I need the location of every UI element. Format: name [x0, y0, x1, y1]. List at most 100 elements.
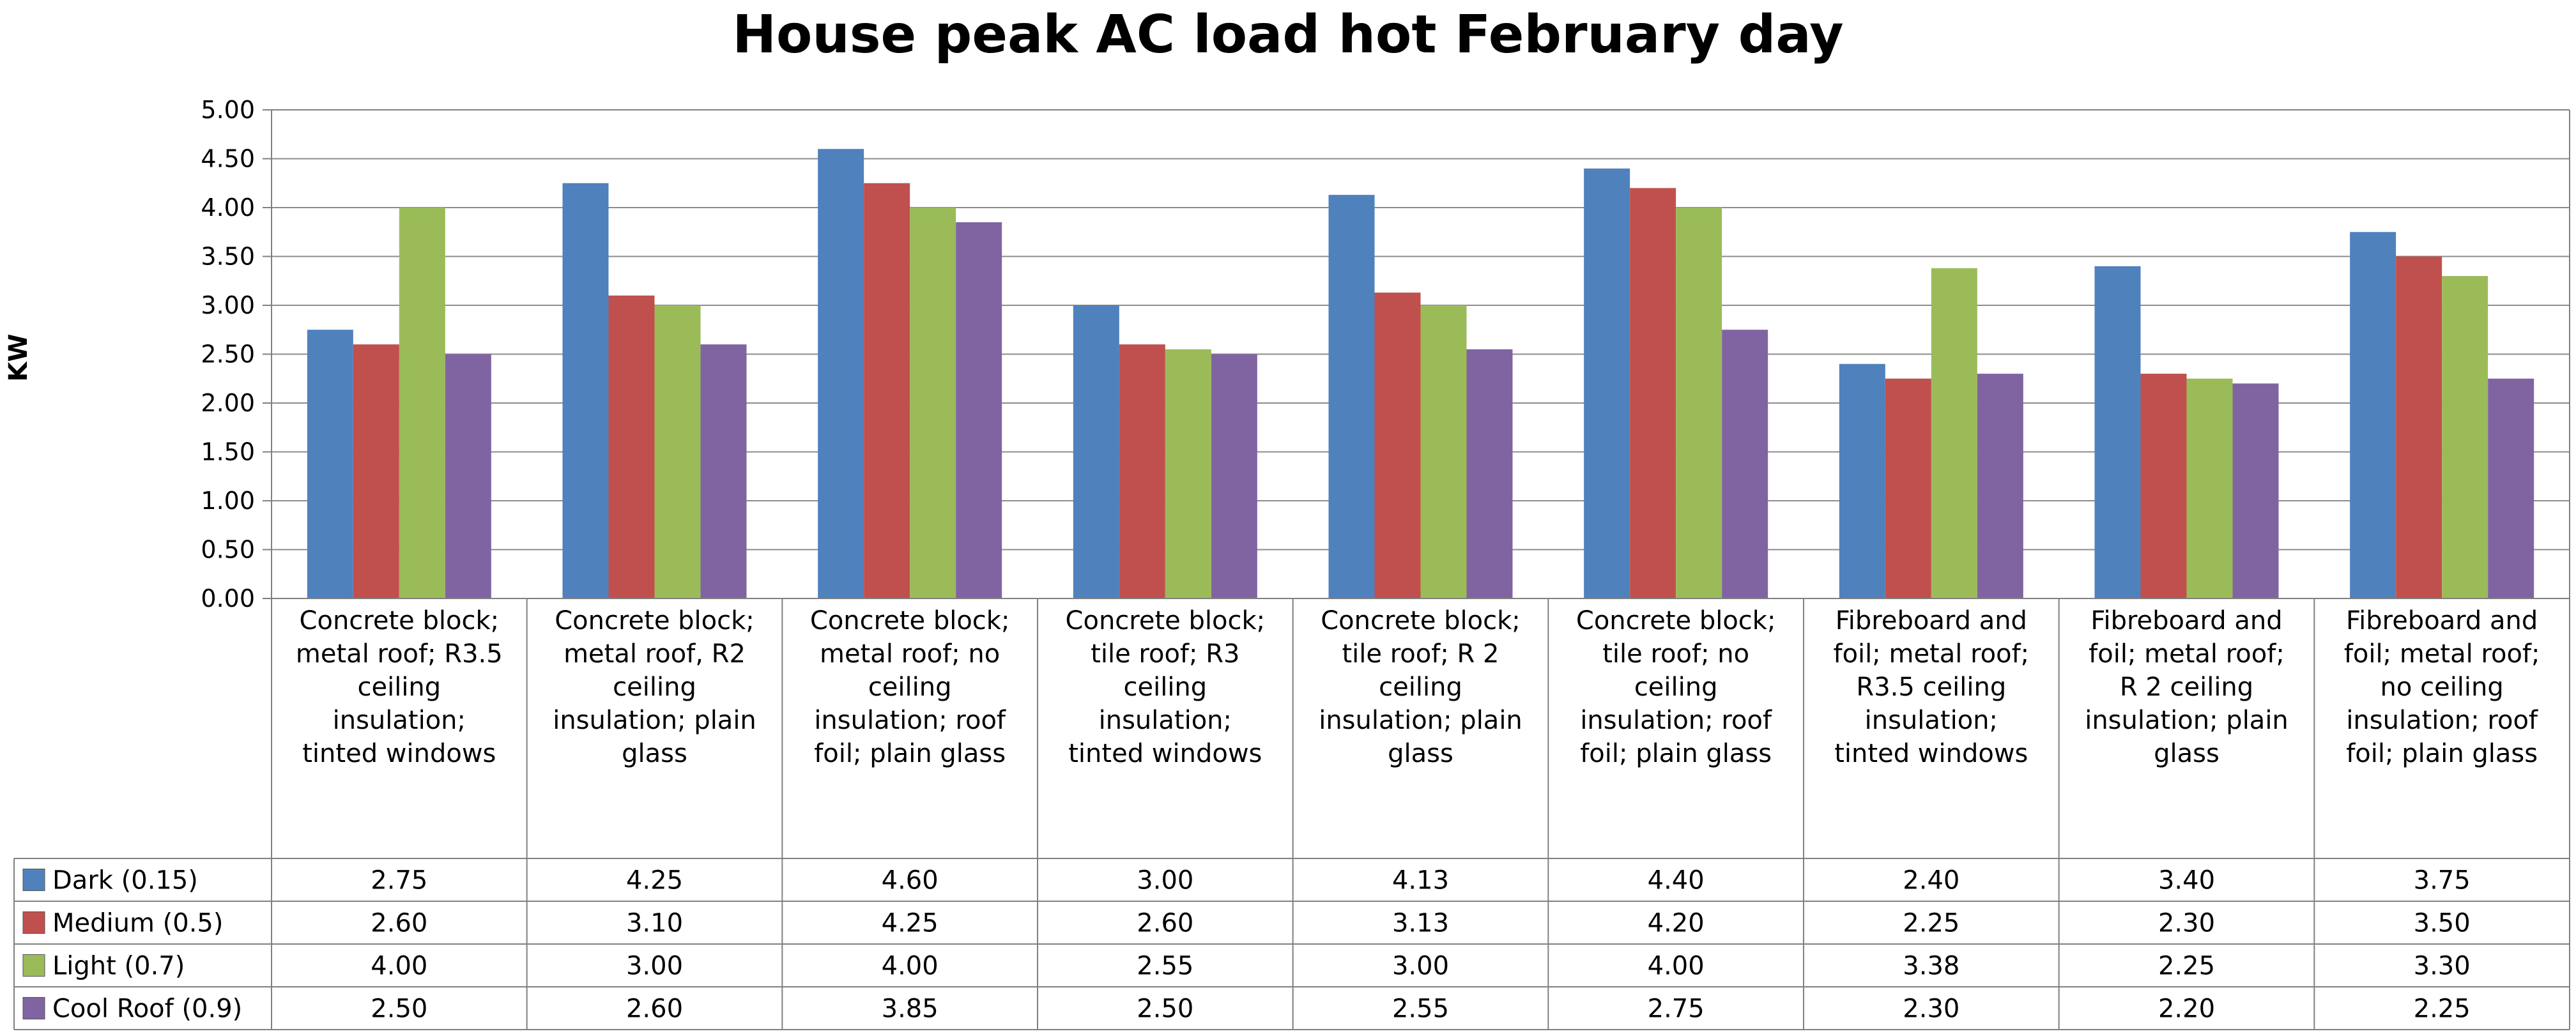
- x-category-label: Concrete block; tile roof; no ceiling insul…: [1576, 606, 1776, 768]
- y-tick-label: 0.50: [201, 536, 255, 564]
- bar-1-2: [562, 183, 609, 598]
- data-label: 3.10: [626, 909, 683, 938]
- bar-4-8: [2232, 383, 2279, 598]
- x-category-label-line: tile roof; R 2: [1342, 639, 1499, 669]
- data-label: 3.30: [2414, 952, 2471, 981]
- legend-key-3: [22, 954, 45, 977]
- data-label: 2.50: [371, 994, 427, 1024]
- x-category-label-line: tile roof; R3: [1091, 639, 1239, 669]
- bar-1-5: [1328, 195, 1375, 598]
- data-label: 2.55: [1137, 952, 1193, 981]
- x-category-label-line: insulation;: [1099, 706, 1232, 735]
- data-table: Concrete block; metal roof; R3.5 ceiling in…: [13, 598, 2570, 1030]
- x-category-label-line: ceiling: [1379, 673, 1462, 702]
- y-tick-label: 4.50: [201, 145, 255, 173]
- y-tick-label: 1.50: [201, 438, 255, 466]
- x-category-label-line: insulation;: [1865, 706, 1998, 735]
- x-category-label-line: glass: [622, 739, 687, 768]
- x-category-label-line: insulation; plain: [553, 706, 756, 735]
- data-label: 3.13: [1392, 909, 1449, 938]
- bar-4-9: [2488, 378, 2534, 598]
- data-label: 2.40: [1903, 866, 1959, 895]
- data-label: 4.60: [882, 866, 939, 895]
- bar-1-9: [2350, 232, 2396, 598]
- data-label: 2.75: [371, 866, 427, 895]
- bar-1-7: [1839, 363, 1885, 598]
- y-tick-label: 1.00: [201, 487, 255, 515]
- data-label: 2.60: [371, 909, 427, 938]
- x-category-label-line: ceiling: [613, 673, 696, 702]
- bar-3-7: [1931, 268, 1977, 598]
- bar-2-4: [1119, 344, 1165, 598]
- data-label: 3.40: [2158, 866, 2215, 895]
- legend-key-2: [22, 911, 45, 934]
- x-category-label-line: Fibreboard and: [2346, 606, 2538, 636]
- bar-2-2: [608, 295, 655, 598]
- data-label: 2.20: [2158, 994, 2215, 1024]
- bars: [307, 149, 2534, 598]
- x-category-label-line: insulation; plain: [2085, 706, 2288, 735]
- x-category-label-line: insulation; roof: [2346, 706, 2538, 735]
- bar-2-6: [1630, 188, 1676, 598]
- y-tick-label: 3.50: [201, 243, 255, 271]
- bar-2-3: [864, 183, 910, 598]
- x-category-label-line: tinted windows: [302, 739, 496, 768]
- data-label: 2.60: [626, 994, 683, 1024]
- bar-4-6: [1722, 330, 1768, 598]
- x-category-label-line: Concrete block;: [810, 606, 1010, 636]
- data-label: 3.75: [2414, 866, 2471, 895]
- x-category-label-line: no ceiling: [2380, 673, 2504, 702]
- x-category-label-line: foil; metal roof;: [2089, 639, 2285, 669]
- axes: 0.00 0.50 1.00 1.50 2.00 2.50 3.00 3.50 4.00 4.50…: [201, 96, 2570, 613]
- data-label: 4.00: [882, 952, 939, 981]
- bar-2-8: [2140, 374, 2187, 598]
- x-category-label-line: foil; metal roof;: [1834, 639, 2030, 669]
- data-label: 2.25: [1903, 909, 1959, 938]
- bar-3-5: [1420, 305, 1467, 598]
- data-label: 2.25: [2414, 994, 2471, 1024]
- bar-4-4: [1211, 354, 1257, 598]
- x-category-label-line: metal roof, R2: [564, 639, 746, 669]
- x-category-label-line: ceiling: [1123, 673, 1207, 702]
- bar-3-4: [1165, 349, 1211, 598]
- x-category-label-line: R3.5 ceiling: [1856, 673, 2006, 702]
- x-category-label-line: glass: [2154, 739, 2220, 768]
- y-tick-label: 4.00: [201, 194, 255, 222]
- data-label: 2.50: [1137, 994, 1193, 1024]
- x-category-label-line: foil; plain glass: [1580, 739, 1772, 768]
- bar-3-9: [2442, 276, 2488, 598]
- x-category-label-line: insulation; roof: [1580, 706, 1772, 735]
- x-category-label-line: Concrete block;: [300, 606, 500, 636]
- legend-label-1: Dark (0.15): [52, 866, 198, 895]
- bar-3-2: [654, 305, 701, 598]
- x-category-label-line: ceiling: [357, 673, 441, 702]
- x-category-label-line: ceiling: [1634, 673, 1718, 702]
- x-category-label: Concrete block; metal roof, R2 ceiling insu…: [553, 606, 756, 768]
- x-category-label-line: Concrete block;: [1576, 606, 1776, 636]
- x-category-label-line: foil; plain glass: [2346, 739, 2538, 768]
- x-category-label: Fibreboard and foil; metal roof; R3.5 ceil…: [1834, 606, 2030, 768]
- legend-key-4: [22, 997, 45, 1019]
- y-tick-label: 5.00: [201, 96, 255, 124]
- x-category-label-line: Concrete block;: [1321, 606, 1521, 636]
- data-label: 2.25: [2158, 952, 2215, 981]
- x-category-label-line: metal roof; no: [820, 639, 1000, 669]
- y-tick-label: 2.50: [201, 340, 255, 369]
- bar-1-3: [818, 149, 864, 598]
- x-category-label: Concrete block; metal roof; no ceiling insu…: [810, 606, 1010, 768]
- x-category-label-line: insulation; roof: [814, 706, 1006, 735]
- data-label: 2.60: [1137, 909, 1193, 938]
- bar-1-1: [307, 330, 353, 598]
- x-category-label-line: glass: [1388, 739, 1453, 768]
- x-category-label: Concrete block; tile roof; R3 ceiling insul…: [1066, 606, 1266, 768]
- x-category-label-line: R 2 ceiling: [2120, 673, 2253, 702]
- x-category-label-line: tinted windows: [1834, 739, 2028, 768]
- data-label: 2.55: [1392, 994, 1449, 1024]
- bar-2-7: [1885, 378, 1931, 598]
- y-tick-label: 3.00: [201, 291, 255, 319]
- legend-label-2: Medium (0.5): [52, 909, 223, 938]
- legend-key-1: [22, 869, 45, 891]
- data-label: 4.25: [626, 866, 683, 895]
- chart-title: House peak AC load hot February day: [732, 4, 1843, 65]
